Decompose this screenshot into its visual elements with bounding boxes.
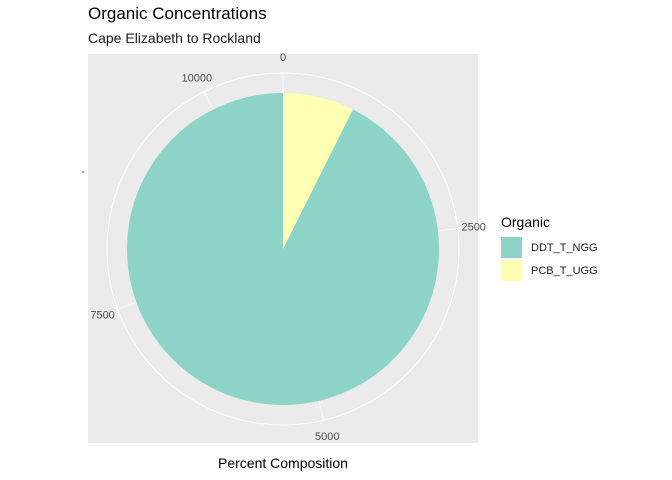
chart-title: Organic Concentrations: [88, 4, 267, 23]
legend-label: PCB_T_UGG: [531, 264, 598, 277]
angle-tick-label: 5000: [315, 431, 339, 443]
y-axis-tick: -: [81, 166, 85, 178]
chart-subtitle: Cape Elizabeth to Rockland: [88, 30, 261, 46]
legend-title: Organic: [501, 214, 551, 230]
legend-item: PCB_T_UGG: [501, 259, 598, 282]
tick-layer: 0 2500 5000 7500 10000: [90, 52, 486, 443]
angle-tick-label: 0: [280, 52, 286, 64]
legend-swatch: [501, 260, 522, 281]
angle-tick-label: 7500: [90, 310, 114, 322]
pie-slice-ddt-t-ngg: [127, 93, 440, 405]
legend-label: DDT_T_NGG: [531, 241, 598, 254]
legend: Organic DDT_T_NGG PCB_T_UGG: [501, 214, 598, 282]
legend-swatch: [501, 237, 522, 258]
pie-slice-pcb-t-ugg: [283, 93, 354, 249]
slice-layer: [127, 93, 440, 405]
angle-tick-label: 2500: [461, 222, 485, 234]
x-axis-label: Percent Composition: [218, 455, 348, 471]
angle-tick-label: 10000: [182, 72, 213, 84]
legend-item: DDT_T_NGG: [501, 236, 598, 259]
